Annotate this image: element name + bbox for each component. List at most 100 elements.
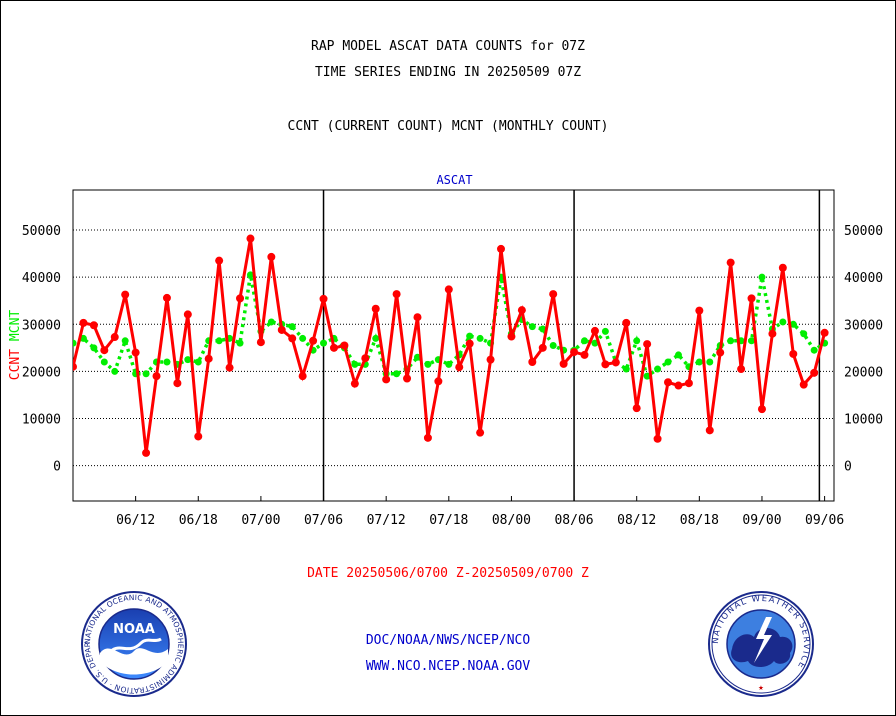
- date-range: DATE 20250506/0700 Z-20250509/0700 Z: [307, 566, 589, 581]
- ccnt-point: [601, 360, 610, 369]
- mcnt-point: [622, 365, 630, 373]
- ccnt-point: [664, 378, 673, 387]
- ccnt-point: [204, 354, 213, 363]
- ccnt-point: [757, 405, 766, 414]
- ccnt-point: [570, 348, 579, 357]
- x-tick-label: 06/18: [179, 513, 218, 528]
- y-tick-label-left: 30000: [22, 318, 61, 333]
- ccnt-point: [267, 252, 276, 261]
- ccnt-point: [131, 348, 140, 357]
- ccnt-point: [476, 428, 485, 437]
- ccnt-point: [538, 343, 547, 352]
- ccnt-point: [444, 285, 453, 294]
- ccnt-point: [162, 293, 171, 302]
- ccnt-point: [768, 329, 777, 338]
- mcnt-point: [236, 339, 244, 347]
- ccnt-point: [820, 328, 829, 337]
- chart-subtitle: TIME SERIES ENDING IN 20250509 07Z: [314, 65, 582, 80]
- ccnt-point: [789, 349, 798, 358]
- ccnt-point: [716, 348, 725, 357]
- mcnt-point: [288, 323, 296, 331]
- y-axis-legend: CCNT MCNT: [8, 310, 23, 381]
- ccnt-point: [622, 318, 631, 327]
- svg-text:NOAA: NOAA: [113, 622, 155, 637]
- x-tick-label: 08/06: [554, 513, 593, 528]
- ccnt-point: [152, 372, 161, 381]
- ccnt-point: [89, 321, 98, 330]
- mcnt-point: [779, 318, 787, 326]
- ccnt-point: [695, 306, 704, 315]
- mcnt-point: [246, 271, 254, 279]
- ccnt-point: [528, 357, 537, 366]
- ccnt-point: [246, 234, 255, 243]
- svg-text:★: ★: [758, 683, 764, 693]
- mcnt-point: [758, 273, 766, 281]
- y-tick-label-right: 0: [844, 460, 852, 475]
- x-tick-label: 07/06: [304, 513, 343, 528]
- ccnt-point: [778, 263, 787, 272]
- ccnt-point: [236, 294, 245, 303]
- mcnt-point: [142, 370, 150, 378]
- x-tick-label: 08/00: [492, 513, 531, 528]
- ccnt-point: [653, 434, 662, 443]
- mcnt-point: [476, 334, 484, 342]
- y-tick-label-left: 50000: [22, 224, 61, 239]
- ccnt-point: [465, 339, 474, 348]
- ccnt-point: [674, 381, 683, 390]
- website-link[interactable]: WWW.NCO.NCEP.NOAA.GOV: [365, 659, 531, 674]
- mcnt-point: [73, 339, 77, 347]
- ccnt-point: [340, 341, 349, 350]
- mcnt-point: [643, 372, 651, 380]
- ccnt-point: [580, 350, 589, 359]
- ccnt-point: [142, 448, 151, 457]
- ccnt-point: [810, 368, 819, 377]
- mcnt-point: [121, 337, 129, 345]
- ccnt-point: [215, 256, 224, 265]
- ccnt-point: [110, 333, 119, 342]
- y-tick-label-right: 50000: [844, 224, 883, 239]
- mcnt-point: [424, 360, 432, 368]
- mcnt-point: [320, 339, 328, 347]
- mcnt-point: [393, 370, 401, 378]
- ccnt-point: [705, 426, 714, 435]
- nws-logo: NATIONAL WEATHER SERVICE ★: [708, 591, 814, 697]
- ccnt-point: [173, 379, 182, 388]
- ccnt-point: [496, 244, 505, 253]
- ccnt-point: [225, 363, 234, 372]
- time-series-chart: 0 0 10000 10000 20000 20000 30000 30000 40000 400…: [8, 173, 883, 528]
- x-tick-label: 07/18: [429, 513, 468, 528]
- mcnt-point: [800, 330, 808, 338]
- ccnt-point: [194, 432, 203, 441]
- mcnt-point: [654, 365, 662, 373]
- ccnt-point: [79, 318, 88, 327]
- ccnt-point: [434, 377, 443, 386]
- legend-description: CCNT (CURRENT COUNT) MCNT (MONTHLY COUNT…: [287, 119, 609, 134]
- ccnt-point: [100, 346, 109, 355]
- ccnt-point: [309, 336, 318, 345]
- mcnt-point: [111, 367, 119, 375]
- ccnt-point: [799, 380, 808, 389]
- ccnt-point: [371, 304, 380, 313]
- mcnt-point: [695, 358, 703, 366]
- mcnt-axis-label: MCNT: [8, 310, 23, 349]
- mcnt-point: [445, 360, 453, 368]
- mcnt-point: [194, 358, 202, 366]
- mcnt-point: [810, 346, 818, 354]
- ccnt-point: [632, 404, 641, 413]
- ccnt-point: [121, 290, 130, 299]
- mcnt-point: [581, 337, 589, 345]
- ccnt-point: [726, 258, 735, 267]
- x-tick-label: 08/18: [680, 513, 719, 528]
- mcnt-point: [727, 337, 735, 345]
- x-tick-label: 07/00: [241, 513, 280, 528]
- mcnt-point: [789, 320, 797, 328]
- ccnt-point: [737, 365, 746, 374]
- x-tick-label: 09/06: [805, 513, 844, 528]
- mcnt-point: [413, 353, 421, 361]
- ccnt-series-line: [73, 238, 827, 454]
- panel-label: ASCAT: [436, 173, 472, 187]
- mcnt-point: [466, 332, 474, 340]
- mcnt-point: [674, 351, 682, 359]
- mcnt-point: [215, 337, 223, 345]
- ccnt-point: [684, 379, 693, 388]
